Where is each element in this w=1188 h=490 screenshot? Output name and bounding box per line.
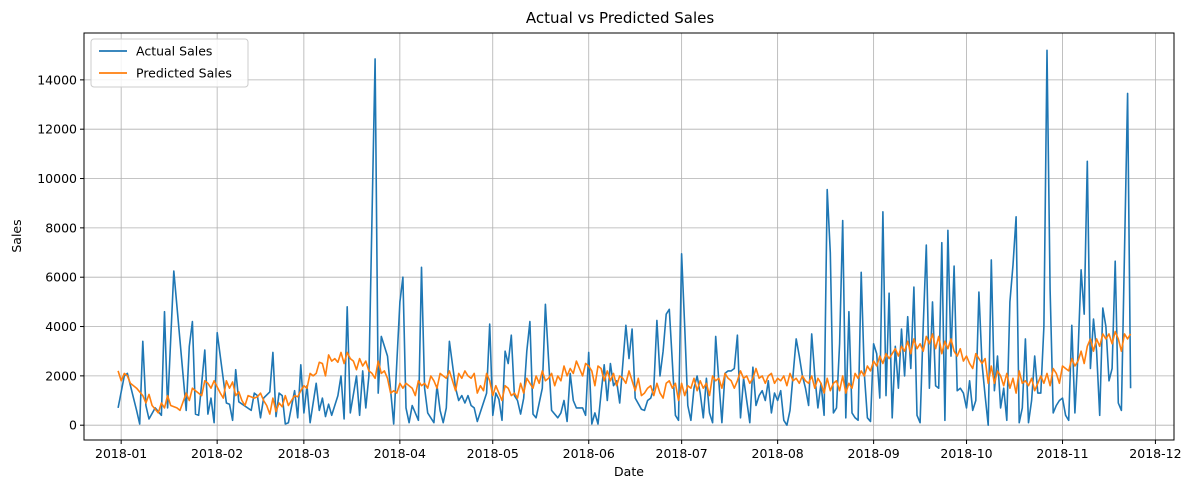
legend: Actual Sales Predicted Sales [90, 38, 249, 88]
x-tick-label: 2018-11 [1036, 446, 1088, 461]
legend-box [90, 38, 249, 88]
grid [84, 33, 1174, 440]
y-tick-label: 8000 [45, 220, 77, 235]
actual-sales-line [117, 49, 1132, 427]
x-tick-label: 2018-05 [467, 446, 519, 461]
x-axis-ticks: 2018-01 2018-02 2018-03 2018-04 2018-05 2018-… [95, 440, 1182, 461]
x-tick-label: 2018-02 [191, 446, 243, 461]
y-tick-label: 10000 [37, 171, 77, 186]
y-tick-label: 2000 [45, 368, 77, 383]
x-tick-label: 2018-03 [278, 446, 330, 461]
predicted-sales-line [117, 330, 1132, 415]
plot-frame [83, 32, 1175, 441]
x-tick-label: 2018-07 [656, 446, 708, 461]
y-tick-label: 0 [69, 418, 77, 433]
y-tick-label: 14000 [37, 72, 77, 87]
x-tick-label: 2018-08 [752, 446, 804, 461]
legend-label-actual: Actual Sales [136, 44, 212, 59]
chart-title: Actual vs Predicted Sales [526, 9, 715, 27]
y-axis-label: Sales [9, 219, 24, 252]
legend-label-predicted: Predicted Sales [136, 66, 232, 81]
x-tick-label: 2018-01 [95, 446, 147, 461]
x-tick-label: 2018-10 [940, 446, 992, 461]
x-axis-label: Date [614, 464, 644, 479]
x-tick-label: 2018-12 [1129, 446, 1181, 461]
x-tick-label: 2018-09 [848, 446, 900, 461]
y-tick-label: 6000 [45, 270, 77, 285]
series-lines [117, 49, 1132, 427]
x-tick-label: 2018-04 [374, 446, 426, 461]
y-tick-label: 12000 [37, 122, 77, 137]
y-axis-ticks: 0 2000 4000 6000 8000 10000 12000 14000 [37, 72, 84, 433]
x-tick-label: 2018-06 [563, 446, 615, 461]
y-tick-label: 4000 [45, 319, 77, 334]
